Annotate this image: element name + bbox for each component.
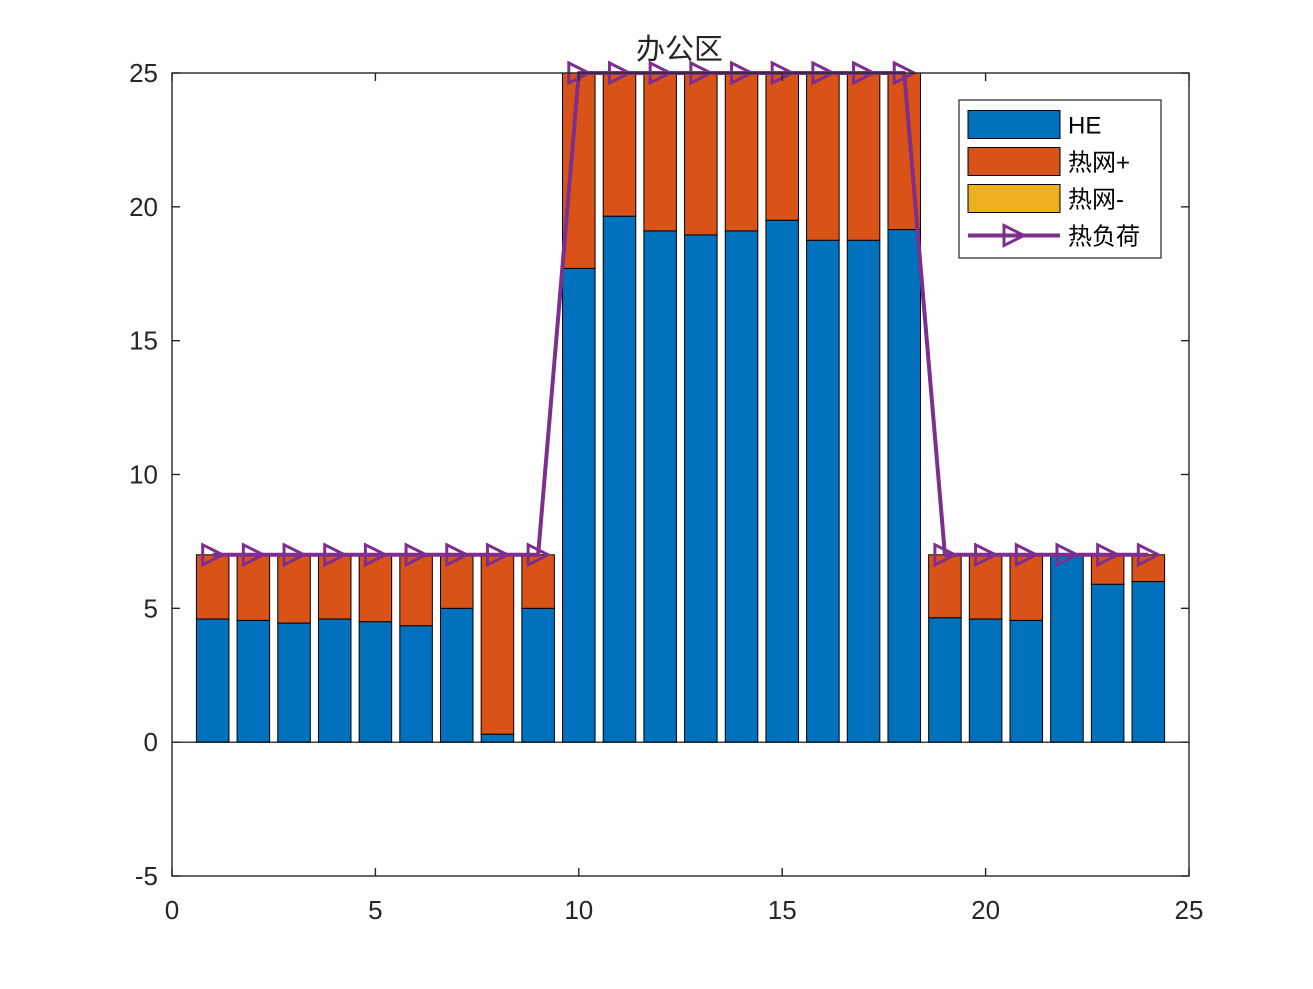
bars-layer	[195, 72, 1166, 743]
bar-heatnet-plus-8	[480, 554, 515, 735]
bar-heatnet-plus-15	[765, 72, 799, 221]
legend-swatch-0	[967, 110, 1061, 139]
y-tick-label-10: 10	[129, 460, 158, 490]
x-tick-label-5: 5	[368, 895, 382, 925]
legend-marker-swatch	[1002, 223, 1028, 248]
y-tick-label-5: 5	[144, 593, 158, 623]
bar-he-9	[521, 607, 555, 743]
y-tick-label-25: 25	[129, 58, 158, 88]
bar-he-8	[480, 733, 515, 743]
bar-he-17	[846, 239, 881, 743]
legend-label-0: HE	[1068, 113, 1101, 140]
x-tick-label-10: 10	[564, 895, 593, 925]
chart-title: 办公区	[636, 32, 723, 66]
heat-load-marker-9	[526, 542, 552, 568]
y-tick-label-15: 15	[129, 326, 158, 356]
bar-he-21	[1009, 619, 1044, 743]
x-tick-label-0: 0	[165, 895, 179, 925]
heat-load-marker-2	[241, 542, 267, 568]
heat-load-marker-4	[323, 542, 349, 568]
heat-load-marker-7	[445, 542, 471, 568]
bar-he-19	[928, 617, 962, 743]
x-tick-label-15: 15	[768, 895, 797, 925]
bar-he-23	[1090, 583, 1125, 743]
heat-load-marker-22	[1055, 542, 1081, 568]
bar-he-22	[1050, 554, 1084, 743]
heat-load-marker-5	[363, 542, 389, 568]
heat-load-marker-19	[933, 542, 959, 568]
bar-heatnet-plus-11	[602, 72, 637, 217]
y-tick-label-20: 20	[129, 192, 158, 222]
bar-heatnet-plus-1	[195, 554, 230, 620]
heat-load-marker-3	[282, 542, 308, 568]
bar-he-4	[317, 618, 352, 743]
bar-he-14	[724, 230, 759, 743]
heat-load-marker-21	[1014, 542, 1040, 568]
heat-load-marker-6	[404, 542, 430, 568]
heat-load-marker-23	[1096, 542, 1121, 568]
legend-label-1: 热网+	[1068, 150, 1130, 177]
bar-he-5	[358, 621, 393, 743]
bar-he-7	[439, 607, 474, 743]
bar-he-15	[765, 219, 799, 743]
y-tick-label-0: 0	[144, 727, 158, 757]
x-tick-label-25: 25	[1175, 895, 1204, 925]
heat-load-marker-20	[974, 542, 999, 568]
bar-heatnet-plus-14	[724, 72, 759, 232]
bar-he-16	[806, 239, 840, 743]
bar-he-24	[1131, 581, 1166, 743]
y-tick-label--5: -5	[135, 861, 158, 891]
bar-he-6	[399, 625, 433, 743]
bar-heatnet-plus-13	[684, 72, 718, 236]
bar-he-20	[968, 618, 1003, 743]
legend-label-2: 热网-	[1068, 187, 1124, 214]
bar-he-11	[602, 215, 637, 743]
bar-heatnet-plus-17	[846, 72, 881, 241]
heat-load-marker-1	[201, 542, 227, 568]
legend-label-3: 热负荷	[1068, 224, 1140, 251]
bar-he-12	[643, 230, 677, 743]
bar-he-18	[887, 229, 922, 743]
bar-heatnet-plus-16	[806, 72, 840, 241]
bar-he-13	[684, 234, 718, 743]
bar-he-10	[562, 267, 596, 743]
bar-heatnet-plus-12	[643, 72, 677, 232]
legend: HE 热网+ 热网- 热负荷	[958, 99, 1162, 259]
bar-he-3	[277, 622, 311, 743]
legend-swatch-2	[967, 184, 1061, 213]
bar-he-2	[236, 619, 271, 743]
bar-he-1	[195, 618, 230, 743]
x-tick-label-20: 20	[971, 895, 1000, 925]
bar-heatnet-plus-10	[562, 72, 596, 269]
heat-load-marker-24	[1136, 542, 1162, 568]
heat-load-marker-8	[485, 542, 511, 568]
legend-swatch-1	[967, 147, 1061, 176]
